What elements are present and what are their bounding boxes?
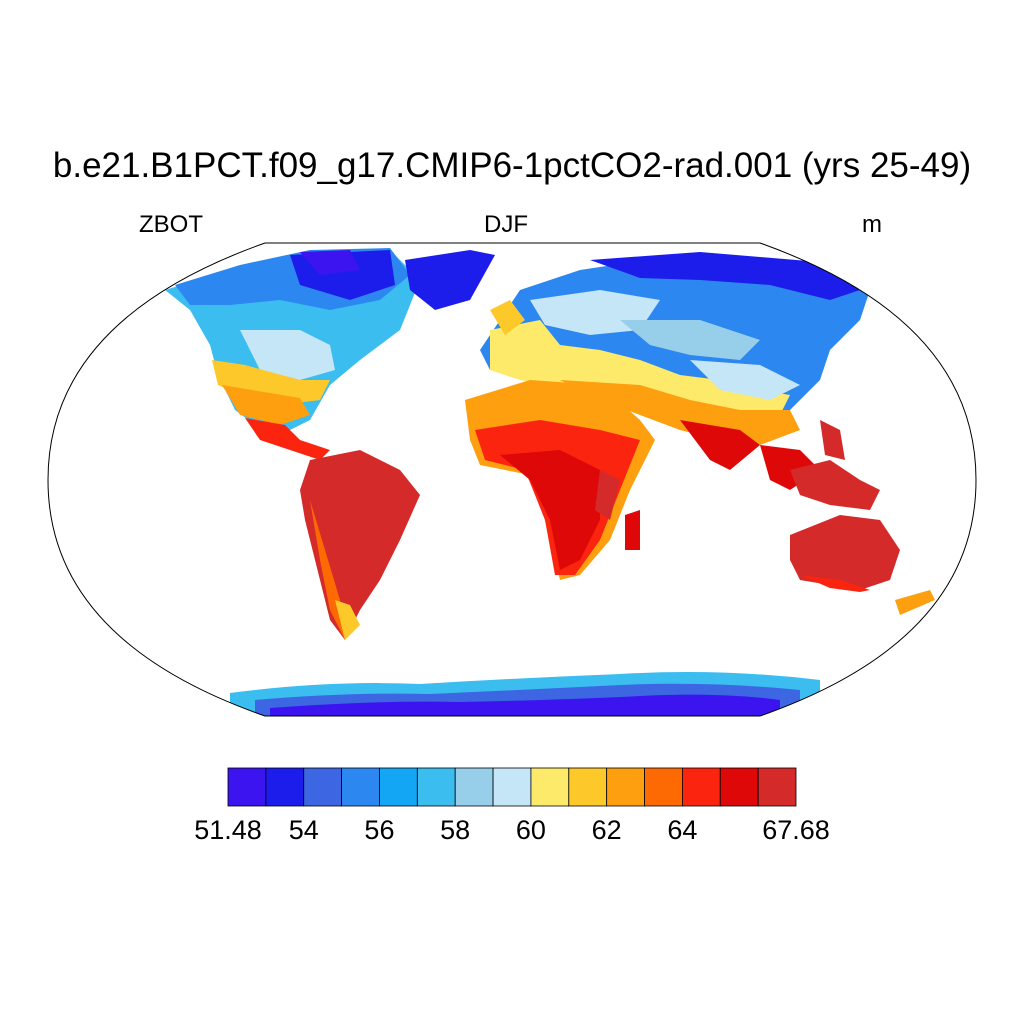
south-america — [300, 450, 420, 640]
map-border — [47, 242, 977, 717]
north-america — [165, 248, 420, 460]
colorbar-swatch — [682, 767, 721, 807]
greenland — [405, 250, 495, 310]
variable-label: ZBOT — [139, 211, 203, 238]
colorbar-tick-label: 58 — [440, 815, 471, 845]
colorbar-swatch — [341, 767, 380, 807]
colorbar-swatch — [454, 767, 494, 807]
colorbar-swatch — [644, 767, 683, 807]
colorbar-tick-label: 62 — [591, 815, 622, 845]
colorbar-tick-label: 54 — [288, 815, 319, 845]
australia — [790, 515, 935, 615]
colorbar-swatch — [416, 767, 456, 807]
colorbar-swatch — [265, 767, 305, 807]
colorbar-tick-label: 56 — [364, 815, 395, 845]
colorbar-swatch — [227, 767, 267, 807]
colorbar-tick-label: 64 — [667, 815, 698, 845]
maritime-asia — [790, 420, 880, 510]
colorbar-swatch — [568, 767, 608, 807]
colorbar-swatch — [606, 767, 645, 807]
colorbar-swatch — [530, 767, 570, 807]
colorbar-swatch — [719, 767, 759, 807]
colorbar-swatch — [492, 767, 532, 807]
units-label: m — [862, 211, 882, 238]
colorbar-tick-label: 51.48 — [194, 815, 262, 845]
colorbar-swatch — [757, 767, 797, 807]
colorbar-swatch — [303, 767, 343, 807]
colorbar-tick-label: 60 — [515, 815, 546, 845]
colorbar — [227, 767, 797, 807]
season-label: DJF — [484, 211, 528, 238]
antarctica — [230, 672, 820, 716]
africa — [465, 380, 655, 580]
plot-title: b.e21.B1PCT.f09_g17.CMIP6-1pctCO2-rad.00… — [52, 146, 972, 185]
colorbar-swatch — [379, 767, 418, 807]
colorbar-tick-label: 67.68 — [762, 815, 830, 845]
